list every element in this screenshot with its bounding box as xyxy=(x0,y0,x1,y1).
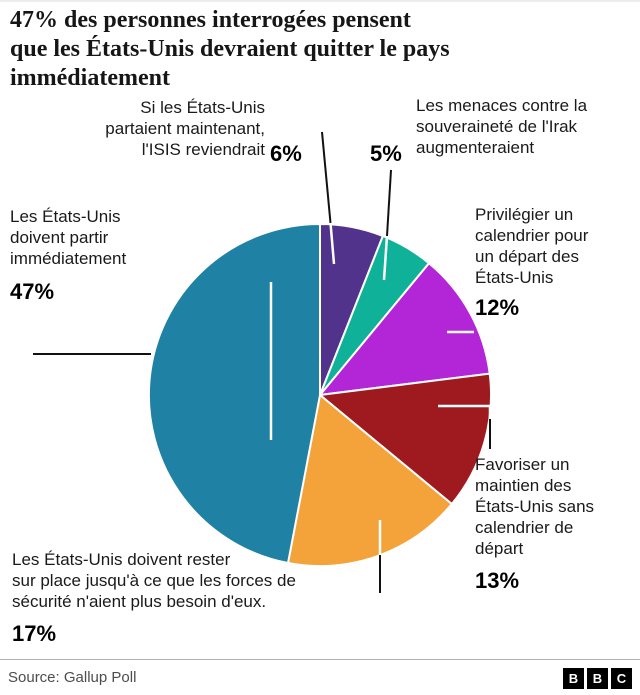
pie-slice-12 xyxy=(317,261,491,397)
bbc-logo-block-b2: B xyxy=(587,668,608,689)
pct-segment-12: 12% xyxy=(475,295,520,320)
label-segment-6: Si les États-Unis partaient maintenant, … xyxy=(105,98,265,159)
bbc-logo-block-b1: B xyxy=(563,668,584,689)
bbc-logo-block-c: C xyxy=(611,668,632,689)
leader-line-5-outer xyxy=(386,169,392,237)
label-segment-12: Privilégier un calendrier pour un départ… xyxy=(475,205,589,287)
pct-segment-6: 6% xyxy=(270,141,302,166)
bbc-logo: B B C xyxy=(563,668,632,689)
footer-divider xyxy=(0,659,640,660)
pie-slice-47 xyxy=(147,222,321,565)
page-title: 47% des personnes interrogées pensent qu… xyxy=(10,7,450,91)
leader-line-5-inner xyxy=(382,235,389,281)
pct-segment-13: 13% xyxy=(475,568,520,593)
pie-slice-17 xyxy=(286,393,454,568)
label-segment-13: Favoriser un maintien des États-Unis san… xyxy=(475,455,595,558)
leader-line-6-outer xyxy=(321,131,332,224)
label-segment-17: Les États-Unis doivent rester sur place … xyxy=(12,550,296,611)
pie-chart xyxy=(147,222,493,568)
source-text: Source: Gallup Poll xyxy=(8,669,137,686)
leader-line-6-inner xyxy=(329,222,336,265)
leader-lines xyxy=(33,131,492,593)
pct-segment-5: 5% xyxy=(370,141,402,166)
label-segment-5: Les menaces contre la souveraineté de l'… xyxy=(416,96,588,157)
label-segment-47: Les États-Unis doivent partir immédiatem… xyxy=(10,207,127,268)
leader-line-13-inner xyxy=(438,404,492,420)
pct-segment-17: 17% xyxy=(12,621,57,646)
pct-segment-47: 47% xyxy=(10,279,55,304)
